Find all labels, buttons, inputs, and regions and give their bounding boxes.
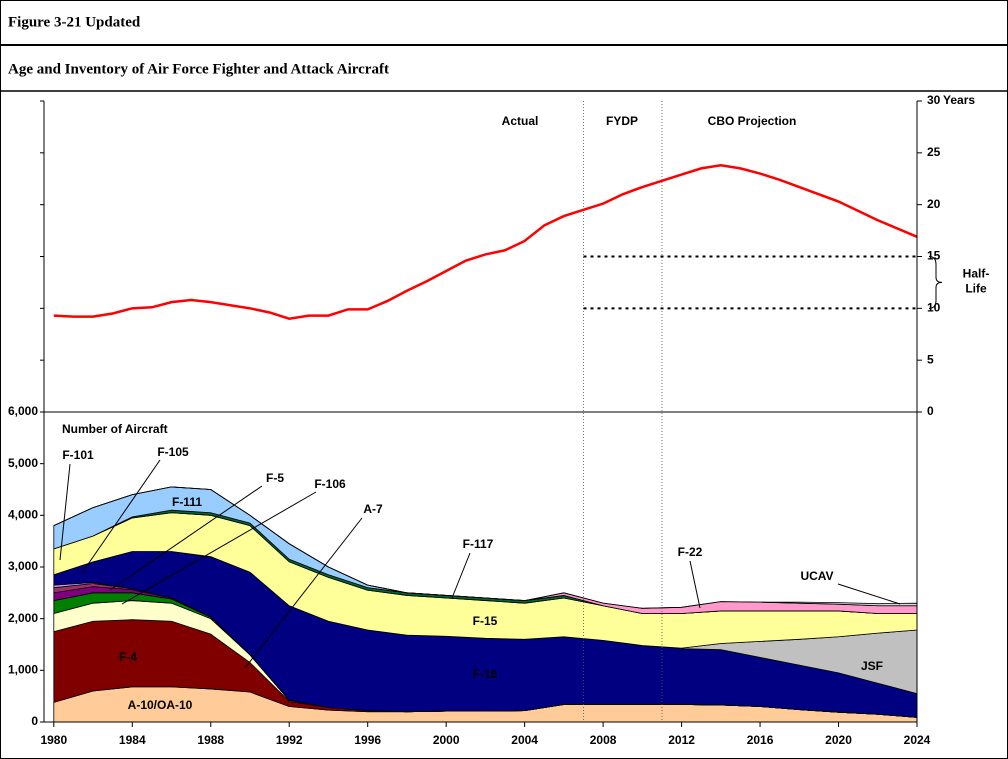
x-tick-label: 2004 [511, 733, 538, 747]
y-axis-label: Years [943, 93, 975, 107]
series-label: JSF [861, 659, 883, 673]
leader-line [689, 560, 701, 609]
series-label: F-15 [473, 614, 498, 628]
series-label: UCAV [800, 569, 833, 583]
leader-line [837, 583, 901, 605]
y-tick-label: 1,000 [8, 663, 38, 677]
x-tick-label: 2000 [433, 733, 460, 747]
series-label: F-105 [157, 445, 189, 459]
y-tick-label: 2,000 [8, 611, 38, 625]
x-tick-label: 1980 [40, 733, 67, 747]
section-label: FYDP [606, 114, 638, 128]
y-tick-label: 20 [927, 197, 941, 211]
y-tick-label: 0 [31, 714, 38, 728]
series-label: F-4 [119, 650, 137, 664]
figure-number: Figure 3-21 Updated [8, 14, 141, 30]
series-label: A-7 [363, 502, 383, 516]
y-tick-label: 25 [927, 145, 941, 159]
x-tick-label: 1996 [354, 733, 381, 747]
y-tick-label: 10 [927, 301, 941, 315]
leader-line [244, 517, 363, 669]
series-label: F-5 [266, 471, 284, 485]
half-life-label: Life [965, 282, 987, 296]
series-label: F-111 [172, 495, 202, 509]
x-tick-label: 2016 [747, 733, 774, 747]
leader-line [451, 552, 471, 599]
age-line [53, 164, 918, 320]
section-label: CBO Projection [708, 114, 797, 128]
brace [928, 256, 943, 309]
x-tick-label: 1988 [197, 733, 224, 747]
leader-line [59, 463, 71, 561]
y-tick-label: 15 [927, 249, 941, 263]
leader-line [81, 459, 161, 574]
half-life-label: Half- [963, 267, 990, 281]
figure-title: Age and Inventory of Air Force Fighter a… [8, 61, 389, 77]
x-tick-label: 1984 [119, 733, 146, 747]
x-tick-label: 1992 [276, 733, 303, 747]
series-label: F-101 [62, 448, 94, 462]
y-tick-label: 30 [927, 93, 941, 107]
y-axis-label: Number of Aircraft [62, 422, 168, 436]
x-tick-label: 2008 [590, 733, 617, 747]
y-tick-label: 5,000 [8, 456, 38, 470]
y-tick-label: 5 [927, 352, 934, 366]
series-label: F-117 [463, 537, 494, 551]
section-label: Actual [502, 114, 539, 128]
x-tick-label: 2012 [668, 733, 695, 747]
series-label: F-16 [473, 667, 498, 681]
series-label: A-10/OA-10 [128, 698, 193, 712]
leader-line [109, 485, 263, 591]
y-tick-label: 3,000 [8, 559, 38, 573]
x-tick-label: 2020 [825, 733, 852, 747]
leader-line [121, 491, 317, 605]
y-tick-label: 0 [927, 404, 934, 418]
series-label: F-22 [678, 545, 703, 559]
x-tick-label: 2024 [904, 733, 931, 747]
series-label: F-106 [314, 477, 346, 491]
y-tick-label: 4,000 [8, 508, 38, 522]
y-tick-label: 6,000 [8, 404, 38, 418]
